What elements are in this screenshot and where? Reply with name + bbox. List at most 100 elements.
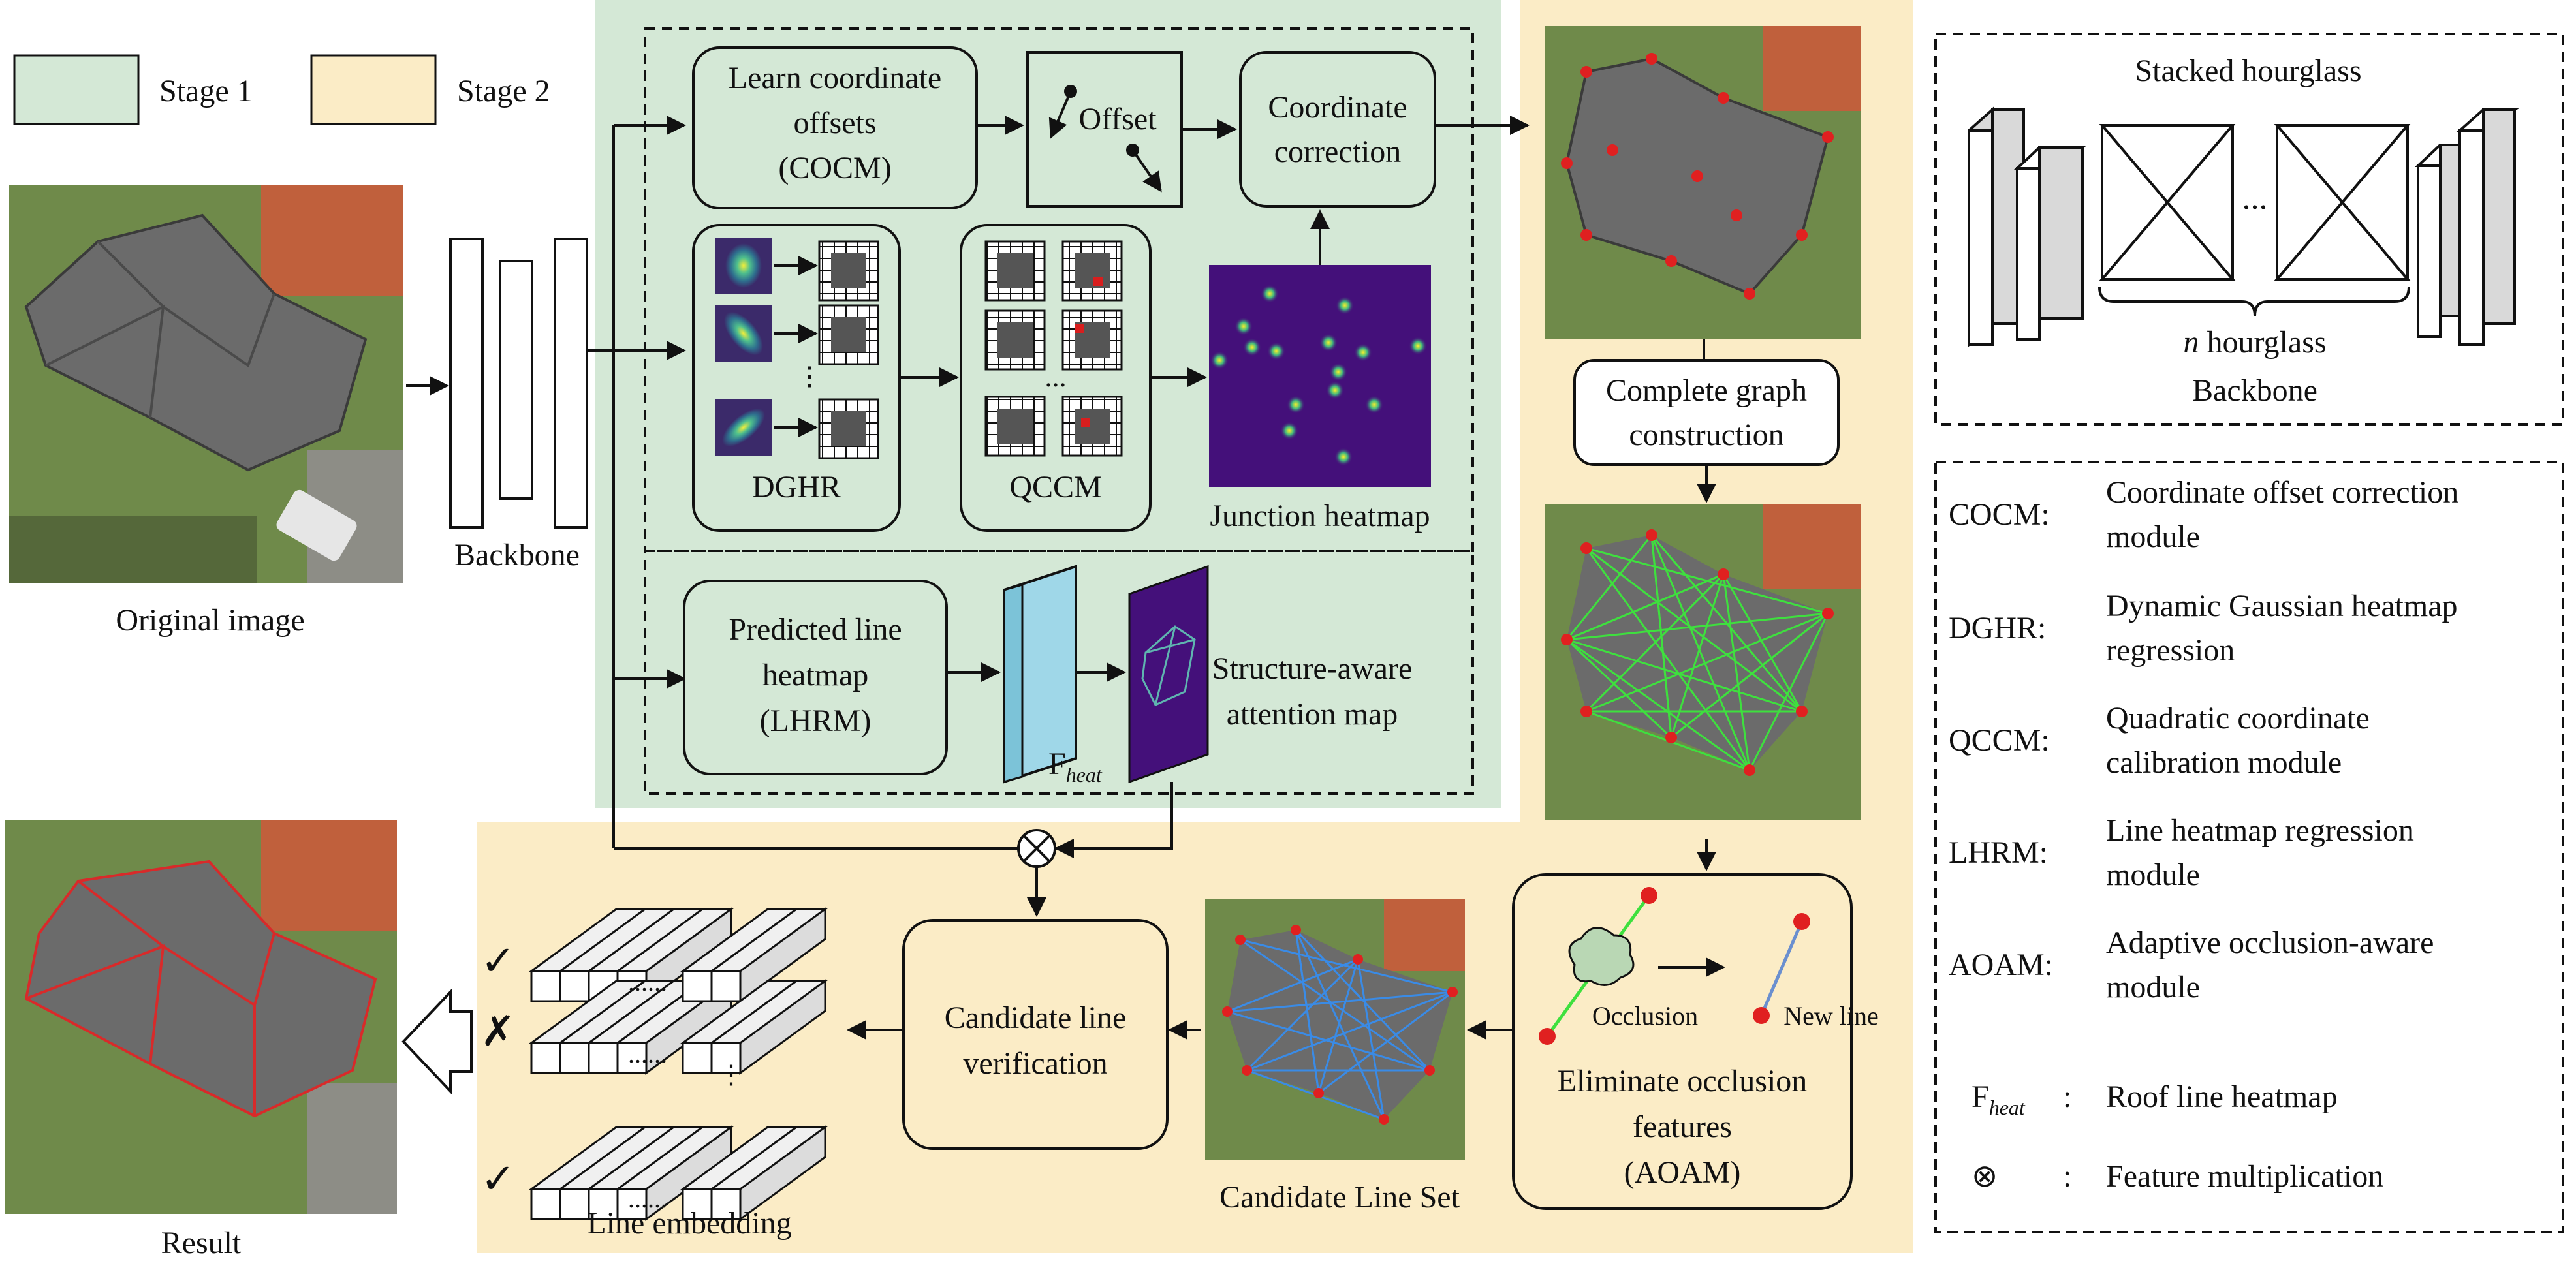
backbone-bars: [449, 238, 588, 529]
abbr-term: COCM:: [1949, 497, 2050, 532]
hourglass-brace: [2098, 287, 2410, 317]
hourglass-n-rest: hourglass: [2199, 325, 2326, 360]
dghr-grid-tiles: [818, 240, 879, 459]
hourglass-panel: [1934, 33, 2564, 426]
result-caption: Result: [161, 1226, 242, 1260]
backbone-routing: [588, 116, 1018, 850]
symbol-base: F: [1971, 1079, 1989, 1114]
fheat-sub: heat: [1066, 763, 1103, 786]
backbone-label: Backbone: [454, 538, 580, 572]
hollow-arrow-result: [401, 988, 473, 1095]
embed-mark-3: ✓: [480, 1156, 516, 1202]
complete-graph-image: [1545, 504, 1861, 820]
candidate-line-set-image: [1205, 899, 1465, 1160]
embedding-dots: ......: [628, 1184, 667, 1213]
qccm-label: QCCM: [1009, 470, 1101, 504]
original-image: [9, 185, 403, 583]
aoam-line3: (AOAM): [1624, 1155, 1741, 1190]
cocm-box-line3: (COCM): [778, 151, 891, 185]
symbol-term: Fheat: [1971, 1079, 2026, 1119]
aoam-line1: Eliminate occlusion: [1558, 1064, 1808, 1098]
offset-label: Offset: [1078, 102, 1157, 136]
attention-line2: attention map: [1227, 697, 1398, 732]
embedding-label: Line embedding: [587, 1206, 791, 1241]
legend-stage1-swatch: [13, 54, 140, 125]
line-branch-frame: [644, 550, 1474, 795]
lhrm-box: [683, 580, 948, 775]
cocm-box-line1: Learn coordinate: [729, 61, 941, 95]
legend-stage1-label: Stage 1: [159, 74, 253, 108]
hourglass-right-blocks: [2414, 108, 2519, 346]
abbr-definition-line2: module: [2106, 970, 2200, 1004]
cocm-box: [692, 46, 978, 209]
junction-heatmap-label: Junction heatmap: [1210, 499, 1430, 533]
verify-line2: verification: [963, 1046, 1107, 1081]
offset-vector-icon: [1048, 85, 1162, 193]
embedding-vertical-dots: ⋮: [718, 1060, 744, 1089]
symbol-base: ⊗: [1971, 1159, 1998, 1194]
symbol-term: ⊗: [1971, 1159, 1998, 1194]
embedding-dots: ......: [628, 1039, 667, 1068]
qccm-grid-tiles: [984, 240, 1123, 457]
dghr-arrows: [774, 256, 818, 437]
dghr-label: DGHR: [752, 470, 841, 504]
cocm-box-line2: offsets: [793, 106, 876, 140]
hourglass-subtitle: Backbone: [2192, 373, 2317, 408]
original-image-caption: Original image: [116, 603, 304, 638]
hourglass-left-blocks: [1968, 106, 2086, 348]
abbr-term: DGHR:: [1949, 611, 2046, 645]
symbol-colon: :: [2063, 1079, 2071, 1114]
lhrm-box-line3: (LHRM): [760, 704, 872, 738]
fheat-base: F: [1048, 747, 1066, 781]
hourglass-title: Stacked hourglass: [2135, 54, 2361, 88]
feature-multiply-icon: [1017, 829, 1056, 868]
abbr-definition-line1: Coordinate offset correction: [2106, 475, 2458, 510]
graph-box-line1: Complete graph: [1606, 373, 1807, 408]
embedding-dots: ......: [628, 967, 667, 997]
graph-box-line2: construction: [1629, 418, 1783, 452]
embedding-prism-group-right: [680, 1125, 828, 1221]
lhrm-box-line1: Predicted line: [729, 612, 902, 647]
embedding-prism-group: [528, 907, 734, 1003]
abbr-definition-line1: Line heatmap regression: [2106, 813, 2414, 848]
symbol-sub: heat: [1989, 1096, 2026, 1119]
hourglass-count-label: n hourglass: [2183, 325, 2326, 360]
attention-map: [1128, 565, 1209, 784]
junction-heatmap-peaks: [1210, 285, 1427, 466]
junction-branch-frame: [644, 27, 1474, 552]
fheat-label: Fheat: [1048, 747, 1103, 786]
symbol-meaning: Roof line heatmap: [2106, 1079, 2338, 1114]
arrow-attention-multiply: [1054, 782, 1173, 858]
lhrm-box-line2: heatmap: [762, 658, 869, 692]
abbr-term: AOAM:: [1949, 948, 2053, 982]
abbr-definition-line2: module: [2106, 858, 2200, 892]
embedding-prism-group-right: [680, 979, 828, 1075]
symbol-meaning: Feature multiplication: [2106, 1159, 2383, 1194]
attention-line1: Structure-aware: [1212, 651, 1413, 686]
hourglass-shapes: [2099, 124, 2411, 281]
aoam-occlusion-illustration: [1539, 887, 1810, 1045]
abbr-term: QCCM:: [1949, 723, 2050, 758]
aoam-newline-label: New line: [1783, 1001, 1879, 1031]
abbreviation-list: COCM: Coordinate offset correction module D…: [1949, 475, 2458, 1194]
roof-junctions-image: [1545, 26, 1861, 339]
abbr-definition-line2: calibration module: [2106, 745, 2342, 780]
qccm-dots: ...: [1045, 361, 1067, 393]
abbr-definition-line1: Dynamic Gaussian heatmap: [2106, 589, 2458, 623]
abbr-definition-line2: regression: [2106, 633, 2235, 668]
legend: Stage 1 Stage 2: [13, 54, 550, 125]
fheat-tensor: [1003, 565, 1077, 784]
candidate-line-set-label: Candidate Line Set: [1219, 1180, 1460, 1215]
abbr-definition-line2: module: [2106, 520, 2200, 554]
hourglass-dots: ...: [2242, 179, 2268, 217]
embedding-prism-group-right: [680, 907, 828, 1003]
aoam-occlusion-label: Occlusion: [1592, 1001, 1698, 1031]
aoam-line2: features: [1633, 1109, 1732, 1144]
verification-box: [902, 919, 1169, 1150]
hourglass-n: n: [2183, 325, 2199, 360]
coord-box-line2: correction: [1274, 134, 1402, 169]
line-embedding-stacks: .................. ⋮: [528, 907, 828, 1221]
embed-mark-2: ✗: [480, 1008, 516, 1055]
abbr-definition-line1: Adaptive occlusion-aware: [2106, 925, 2434, 960]
